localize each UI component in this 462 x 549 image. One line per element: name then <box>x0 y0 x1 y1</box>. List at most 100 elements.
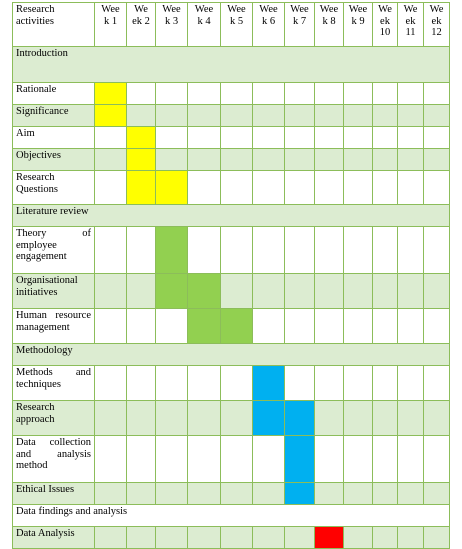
schedule-cell-significance-week-9 <box>343 104 373 127</box>
schedule-cell-data-collection-week-1 <box>94 435 127 483</box>
schedule-cell-ethical-issues-week-1 <box>94 482 127 505</box>
schedule-cell-rationale-week-2 <box>126 82 156 105</box>
schedule-cell-rationale-week-11 <box>397 82 424 105</box>
schedule-cell-methods-techniques-week-7 <box>284 365 315 401</box>
schedule-cell-organisational-initiatives-week-12 <box>423 273 450 309</box>
schedule-cell-data-analysis-week-9 <box>343 526 373 549</box>
activity-row-research-questions: Research Questions <box>12 170 450 205</box>
schedule-bar-data-collection-week-7 <box>284 435 315 483</box>
activity-label-objectives: Objectives <box>12 148 95 171</box>
schedule-bar-theory-engagement-week-3 <box>155 226 188 274</box>
schedule-cell-methods-techniques-week-8 <box>314 365 344 401</box>
schedule-cell-organisational-initiatives-week-10 <box>372 273 398 309</box>
schedule-cell-research-questions-week-10 <box>372 170 398 205</box>
schedule-cell-data-analysis-week-7 <box>284 526 315 549</box>
schedule-bar-organisational-initiatives-week-4 <box>187 273 221 309</box>
schedule-cell-methods-techniques-week-9 <box>343 365 373 401</box>
schedule-cell-objectives-week-3 <box>155 148 188 171</box>
activity-row-organisational-initiatives: Organisational initiatives <box>12 273 450 309</box>
schedule-cell-organisational-initiatives-week-9 <box>343 273 373 309</box>
activity-label-methods-techniques: Methods and techniques <box>12 365 95 401</box>
schedule-cell-hr-management-week-1 <box>94 308 127 344</box>
activity-label-research-approach: Research approach <box>12 400 95 436</box>
section-methodology: Methodology <box>12 343 450 366</box>
activity-row-data-analysis: Data Analysis <box>12 526 450 549</box>
schedule-cell-aim-week-9 <box>343 126 373 149</box>
schedule-cell-rationale-week-4 <box>187 82 221 105</box>
schedule-cell-data-collection-week-8 <box>314 435 344 483</box>
schedule-cell-research-questions-week-4 <box>187 170 221 205</box>
schedule-cell-organisational-initiatives-week-1 <box>94 273 127 309</box>
activity-label-rationale: Rationale <box>12 82 95 105</box>
schedule-cell-theory-engagement-week-5 <box>220 226 253 274</box>
schedule-cell-data-collection-week-12 <box>423 435 450 483</box>
schedule-bar-research-approach-week-6 <box>252 400 285 436</box>
week-6-header: Wee k 6 <box>252 2 285 47</box>
schedule-cell-aim-week-5 <box>220 126 253 149</box>
schedule-cell-significance-week-8 <box>314 104 344 127</box>
section-row-data-findings: Data findings and analysis <box>12 504 450 527</box>
schedule-bar-objectives-week-2 <box>126 148 156 171</box>
schedule-cell-research-questions-week-12 <box>423 170 450 205</box>
schedule-cell-objectives-week-1 <box>94 148 127 171</box>
schedule-cell-theory-engagement-week-10 <box>372 226 398 274</box>
section-introduction: Introduction <box>12 46 450 83</box>
schedule-cell-research-questions-week-1 <box>94 170 127 205</box>
week-5-header: Wee k 5 <box>220 2 253 47</box>
schedule-cell-hr-management-week-10 <box>372 308 398 344</box>
schedule-bar-aim-week-2 <box>126 126 156 149</box>
activity-row-data-collection: Data collection and analysis method <box>12 435 450 483</box>
schedule-cell-data-collection-week-3 <box>155 435 188 483</box>
schedule-cell-data-analysis-week-5 <box>220 526 253 549</box>
schedule-cell-aim-week-6 <box>252 126 285 149</box>
schedule-cell-objectives-week-9 <box>343 148 373 171</box>
schedule-cell-research-approach-week-5 <box>220 400 253 436</box>
week-12-header: We ek 12 <box>423 2 450 47</box>
schedule-cell-research-questions-week-6 <box>252 170 285 205</box>
schedule-bar-research-questions-week-3 <box>155 170 188 205</box>
schedule-cell-data-analysis-week-2 <box>126 526 156 549</box>
week-1-header: Wee k 1 <box>94 2 127 47</box>
schedule-cell-data-analysis-week-11 <box>397 526 424 549</box>
activity-row-hr-management: Human resource management <box>12 308 450 344</box>
activity-header: Research activities <box>12 2 95 47</box>
schedule-cell-research-approach-week-9 <box>343 400 373 436</box>
schedule-cell-rationale-week-9 <box>343 82 373 105</box>
schedule-cell-objectives-week-4 <box>187 148 221 171</box>
schedule-cell-data-collection-week-11 <box>397 435 424 483</box>
schedule-cell-aim-week-10 <box>372 126 398 149</box>
schedule-cell-significance-week-12 <box>423 104 450 127</box>
schedule-cell-ethical-issues-week-11 <box>397 482 424 505</box>
schedule-cell-aim-week-1 <box>94 126 127 149</box>
activity-row-significance: Significance <box>12 104 450 127</box>
schedule-cell-aim-week-7 <box>284 126 315 149</box>
schedule-bar-data-analysis-week-8 <box>314 526 344 549</box>
schedule-cell-methods-techniques-week-11 <box>397 365 424 401</box>
schedule-cell-rationale-week-6 <box>252 82 285 105</box>
schedule-cell-objectives-week-7 <box>284 148 315 171</box>
schedule-cell-hr-management-week-12 <box>423 308 450 344</box>
schedule-cell-data-analysis-week-10 <box>372 526 398 549</box>
schedule-cell-hr-management-week-7 <box>284 308 315 344</box>
schedule-cell-rationale-week-8 <box>314 82 344 105</box>
schedule-cell-research-approach-week-10 <box>372 400 398 436</box>
schedule-cell-rationale-week-3 <box>155 82 188 105</box>
schedule-cell-hr-management-week-3 <box>155 308 188 344</box>
schedule-cell-organisational-initiatives-week-2 <box>126 273 156 309</box>
week-2-header: We ek 2 <box>126 2 156 47</box>
schedule-cell-data-collection-week-10 <box>372 435 398 483</box>
schedule-cell-data-collection-week-2 <box>126 435 156 483</box>
schedule-cell-methods-techniques-week-3 <box>155 365 188 401</box>
schedule-cell-organisational-initiatives-week-6 <box>252 273 285 309</box>
schedule-bar-hr-management-week-4 <box>187 308 221 344</box>
schedule-cell-hr-management-week-9 <box>343 308 373 344</box>
week-10-header: We ek 10 <box>372 2 398 47</box>
schedule-cell-hr-management-week-2 <box>126 308 156 344</box>
schedule-cell-methods-techniques-week-2 <box>126 365 156 401</box>
schedule-cell-data-analysis-week-4 <box>187 526 221 549</box>
schedule-cell-hr-management-week-6 <box>252 308 285 344</box>
schedule-cell-research-approach-week-8 <box>314 400 344 436</box>
schedule-cell-organisational-initiatives-week-8 <box>314 273 344 309</box>
schedule-cell-data-analysis-week-12 <box>423 526 450 549</box>
schedule-cell-theory-engagement-week-8 <box>314 226 344 274</box>
